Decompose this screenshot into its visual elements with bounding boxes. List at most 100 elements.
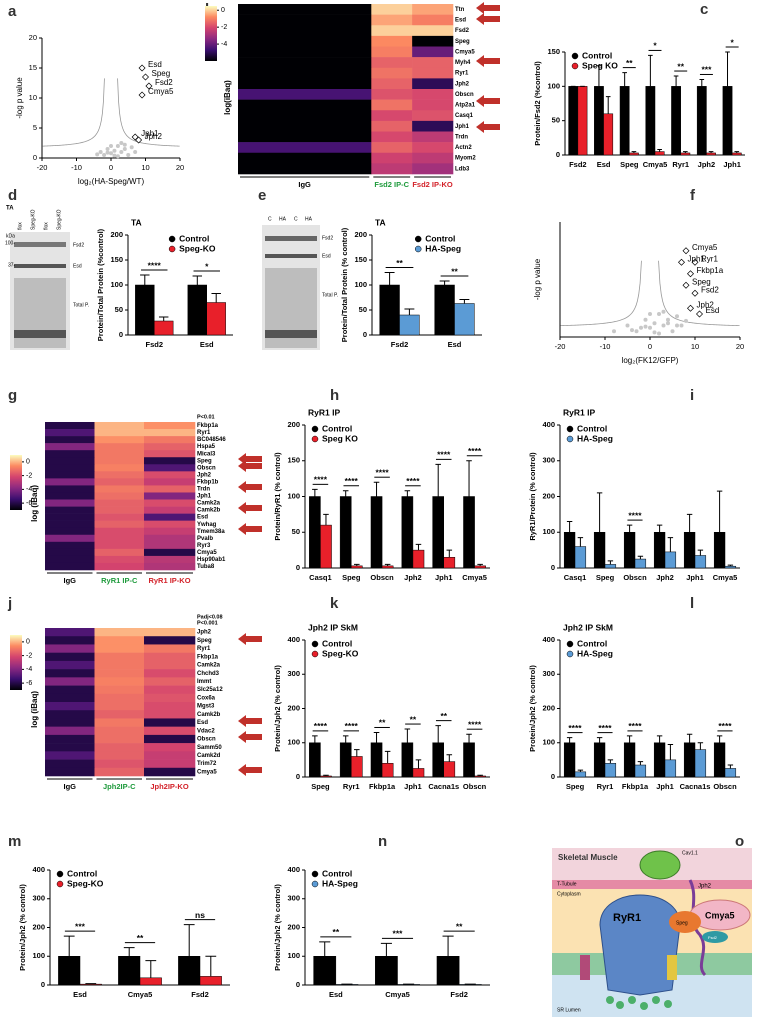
bar: [474, 775, 486, 778]
row-label: Camk2d: [197, 753, 221, 759]
heatmap-cell: [144, 555, 196, 564]
row-label: Atp2a1: [455, 103, 476, 109]
background-point: [119, 150, 124, 154]
y-tick-label: 100: [542, 738, 555, 747]
bar: [154, 320, 174, 336]
heatmap-cell: [144, 499, 196, 507]
heatmap-cell: [94, 478, 145, 486]
x-tick-label: Fsd2: [569, 160, 587, 169]
x-tick-label: Cmya5: [713, 573, 738, 582]
heatmap-cell: [238, 99, 372, 111]
y-axis-label: Protein/Jph2 (% control): [273, 884, 282, 971]
protein-shape: [667, 955, 677, 980]
heatmap-cell: [45, 520, 95, 529]
bar: [604, 763, 617, 778]
row-label: Trdn: [455, 134, 468, 140]
x-tick-label: Obscn: [623, 573, 647, 582]
group-label: RyR1 IP-KO: [148, 576, 190, 585]
heatmap-cell: [238, 142, 372, 154]
row-label: Camk2b: [197, 712, 221, 718]
highlight-point: [135, 136, 143, 144]
bar: [320, 524, 332, 569]
bar: [139, 977, 162, 986]
heatmap-cell: [144, 464, 196, 472]
group-label: Fsd2 IP-C: [374, 180, 409, 189]
heatmap-cell: [45, 685, 95, 695]
y-tick-label: 400: [542, 420, 555, 429]
legend-label: HA-Speg: [577, 433, 613, 443]
error-bar: [145, 960, 157, 978]
x-tick-label: 0: [109, 163, 113, 172]
arrow: [238, 460, 262, 472]
x-tick-label: 10: [691, 342, 699, 351]
arrow: [476, 121, 500, 133]
significance-label: ****: [468, 719, 482, 729]
x-tick-label: Jph1: [404, 782, 422, 791]
legend-label: Control: [322, 868, 352, 878]
heatmap-cell: [144, 677, 196, 686]
heatmap-cell: [94, 660, 145, 670]
heatmap-cell: [45, 751, 95, 760]
bar: [381, 763, 394, 778]
heatmap-cell: [371, 120, 413, 132]
y-tick-label: 100: [287, 491, 300, 500]
highlight-point: [145, 82, 153, 90]
error-bar: [435, 463, 441, 497]
highlight-point: [687, 304, 694, 312]
heatmap-cell: [94, 562, 145, 571]
bar: [603, 113, 614, 156]
y-tick-label: 200: [354, 230, 367, 239]
bar: [370, 742, 383, 778]
background-point: [105, 150, 110, 155]
significance-label: *: [730, 37, 734, 47]
diagram-label: Cytoplasm: [557, 891, 581, 897]
heatmap-cell: [238, 120, 372, 132]
error-bar: [192, 275, 203, 285]
heatmap-cell: [238, 4, 372, 15]
significance-label: ****: [468, 446, 482, 456]
x-tick-label: Esd: [448, 340, 462, 349]
heatmap-cell: [412, 120, 454, 132]
error-bar: [626, 524, 633, 533]
error-bar: [439, 280, 450, 285]
heatmap-cell: [94, 520, 145, 529]
row-label: Actn2: [455, 145, 472, 151]
heatmap-cell: [144, 443, 196, 451]
error-bar: [637, 555, 644, 560]
bar: [653, 532, 666, 569]
bar: [443, 557, 456, 569]
y-tick-label: 0: [119, 330, 123, 339]
y-tick-label: 100: [32, 951, 45, 960]
bar: [206, 302, 226, 336]
panel-letter: c: [700, 1, 708, 18]
protein-shape: [580, 955, 590, 980]
colorbar-tick-label: 0: [221, 7, 225, 14]
error-bar: [404, 728, 411, 743]
legend-label: Speg KO: [582, 60, 618, 70]
heatmap-cell: [94, 436, 145, 444]
bar: [634, 764, 647, 778]
error-bar: [342, 735, 349, 743]
bar: [713, 742, 726, 778]
y-tick-label: 50: [359, 305, 367, 314]
heatmap-cell: [412, 152, 454, 164]
row-label: Hspa5: [197, 444, 216, 450]
background-point: [98, 150, 103, 154]
bar: [412, 768, 425, 778]
group-label: Jph2IP-KO: [150, 782, 189, 791]
bar: [339, 742, 352, 778]
x-axis-label: log₂(FK12/GFP): [622, 356, 679, 365]
significance-label: ****: [314, 721, 328, 731]
x-tick-label: Obscn: [370, 573, 394, 582]
panel-letter: e: [258, 187, 266, 204]
bar: [696, 86, 707, 156]
y-tick-label: 200: [287, 922, 300, 931]
point-label: Cmya5: [148, 87, 174, 96]
point-label: Jph1: [688, 254, 706, 263]
diagram-label: RyR1: [613, 912, 641, 924]
heatmap-cell: [144, 652, 196, 662]
heatmap-cell: [94, 450, 145, 458]
bar: [135, 284, 155, 336]
row-label: Casq1: [455, 113, 474, 119]
colorbar-label: log(iBaq): [223, 80, 232, 115]
